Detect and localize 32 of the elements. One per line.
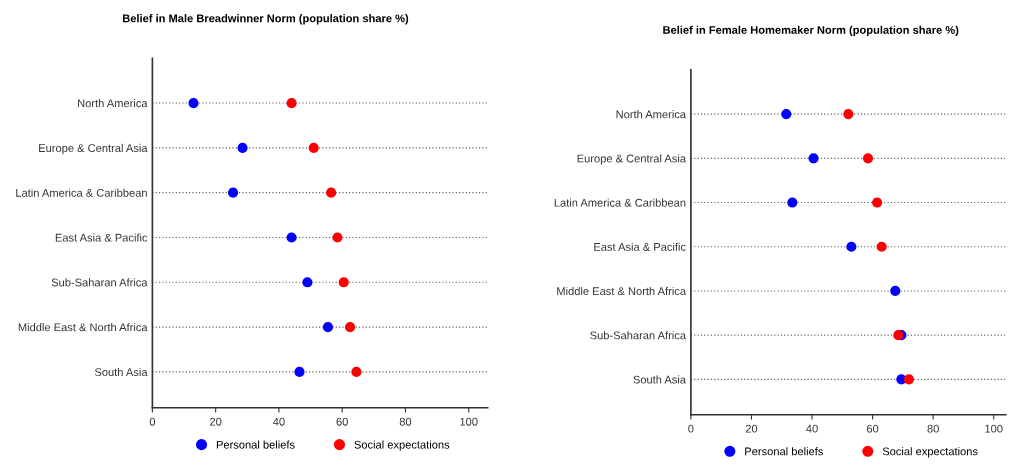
chart-title: Belief in Male Breadwinner Norm (population share %) (122, 14, 409, 25)
x-tick-label: 0 (149, 417, 156, 426)
x-tick-label: 60 (336, 417, 348, 426)
x-tick-label: 20 (745, 424, 758, 433)
y-tick-label: Latin America & Caribbean (554, 198, 686, 207)
x-tick-label: 0 (688, 424, 694, 433)
y-tick-label: Europe & Central Asia (39, 143, 148, 155)
chart-title: Belief in Female Homemaker Norm (population share %) (663, 25, 959, 37)
y-tick-label: Latin America & Caribbean (16, 188, 147, 197)
x-tick-label: 100 (985, 424, 1003, 433)
legend-label: Personal beliefs (216, 440, 295, 449)
y-tick-label: North America (616, 110, 687, 119)
y-tick-label: Middle East & North Africa (18, 323, 148, 332)
x-tick-label: 40 (806, 424, 818, 433)
x-tick-label: 20 (210, 417, 222, 426)
y-tick-label: Sub-Saharan Africa (51, 278, 148, 287)
legend-label: Social expectations (354, 440, 450, 451)
x-tick-label: 60 (866, 424, 879, 433)
y-tick-label: South Asia (94, 367, 148, 377)
legend-label: Social expectations (882, 447, 978, 458)
y-tick-label: South Asia (633, 375, 687, 384)
x-tick-label: 80 (399, 417, 412, 426)
x-tick-label: 100 (460, 417, 478, 426)
y-tick-label: Middle East & North Africa (557, 286, 687, 296)
y-tick-label: Sub-Saharan Africa (590, 331, 687, 340)
legend-label: Personal beliefs (745, 447, 823, 456)
x-tick-label: 40 (273, 417, 285, 426)
y-tick-label: East Asia & Pacific (55, 233, 148, 242)
y-tick-label: North America (78, 99, 148, 108)
x-tick-label: 80 (927, 424, 939, 433)
y-tick-label: East Asia & Pacific (594, 242, 686, 251)
y-tick-label: Europe & Central Asia (577, 154, 687, 165)
